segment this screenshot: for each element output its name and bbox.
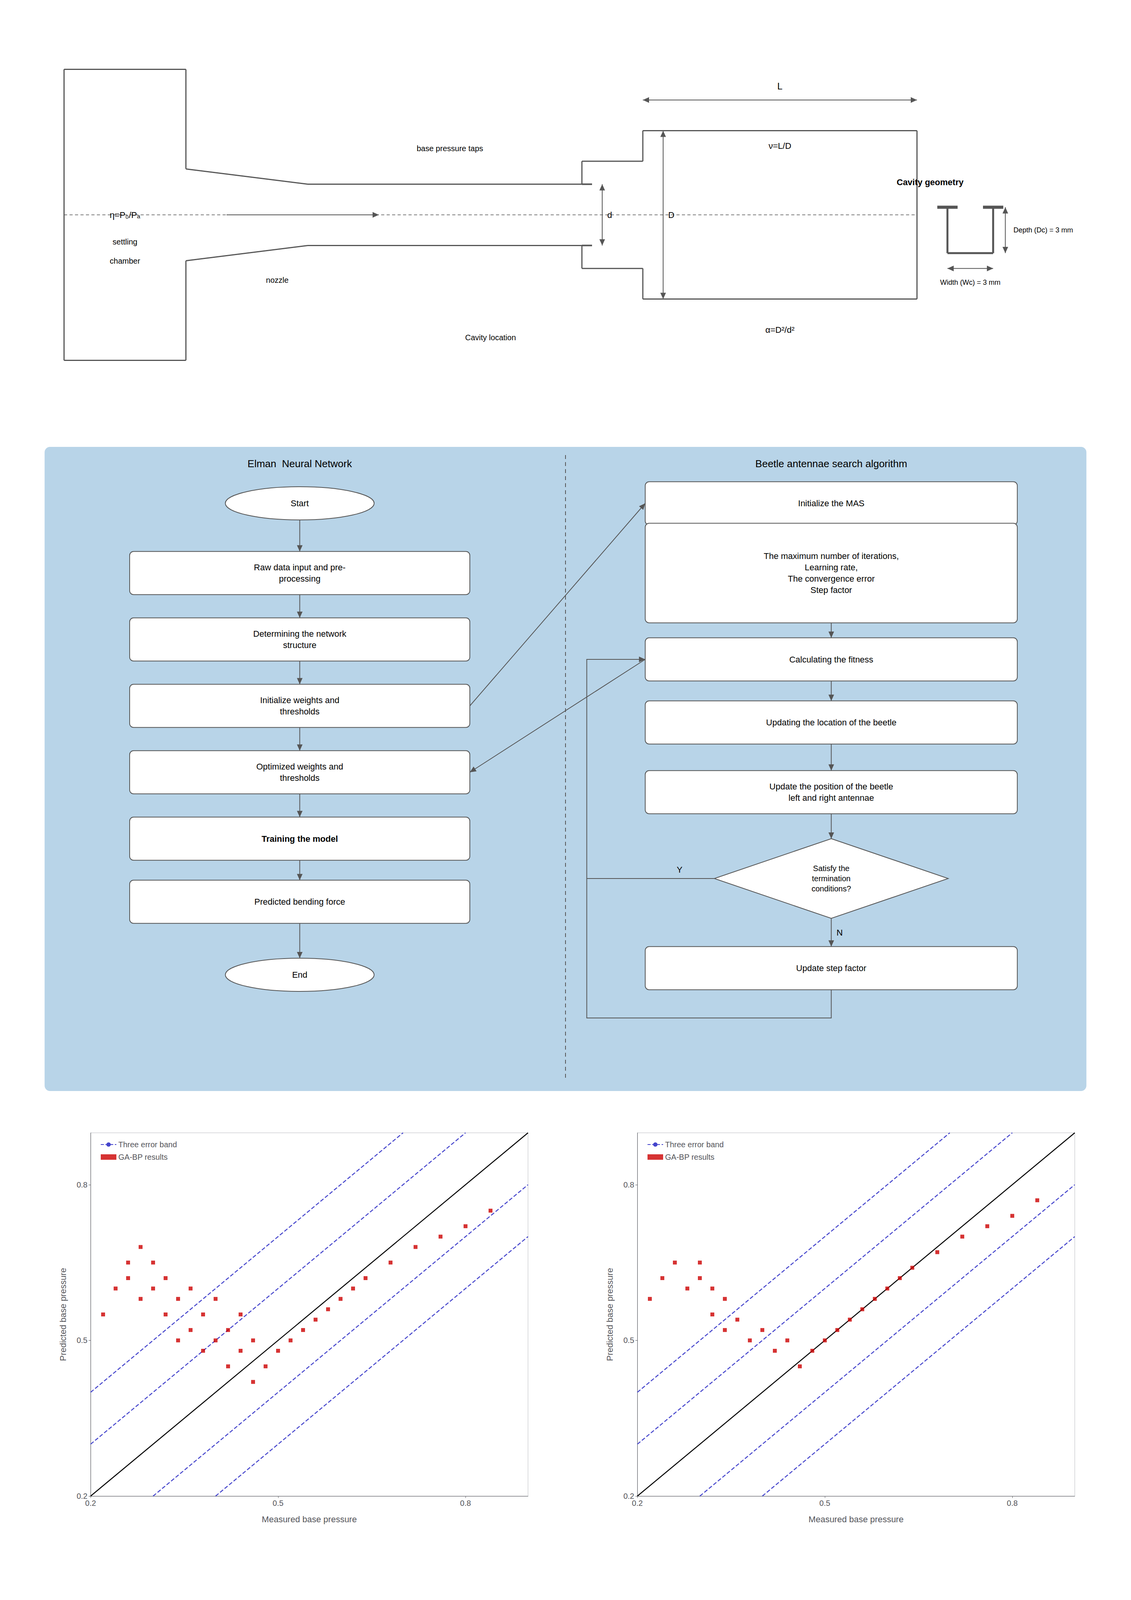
svg-text:Initialize weights and: Initialize weights and (260, 695, 340, 705)
svg-text:Update step factor: Update step factor (796, 963, 867, 973)
svg-text:Cavity geometry: Cavity geometry (896, 177, 964, 188)
svg-text:base pressure taps: base pressure taps (416, 144, 484, 153)
svg-text:Depth (Dᴄ) = 3 mm: Depth (Dᴄ) = 3 mm (1013, 226, 1074, 234)
svg-text:GA-BP results: GA-BP results (118, 1152, 168, 1162)
svg-text:The convergence error: The convergence error (787, 573, 875, 584)
svg-text:η=P₀/Pₐ: η=P₀/Pₐ (109, 210, 141, 220)
svg-text:Training the model: Training the model (261, 833, 339, 844)
svg-text:Calculating the fitness: Calculating the fitness (789, 654, 874, 665)
svg-text:0.2: 0.2 (85, 1498, 97, 1508)
svg-text:The maximum number of iteratio: The maximum number of iterations, (763, 551, 899, 561)
svg-text:0.2: 0.2 (623, 1491, 635, 1501)
svg-text:Step factor: Step factor (810, 585, 852, 595)
svg-text:d: d (607, 210, 612, 220)
svg-text:0.8: 0.8 (623, 1180, 635, 1189)
svg-text:Width (Wᴄ) = 3 mm: Width (Wᴄ) = 3 mm (940, 278, 1001, 287)
svg-text:0.2: 0.2 (76, 1491, 88, 1501)
svg-text:Predicted base pressure: Predicted base pressure (58, 1267, 68, 1361)
svg-text:Learning rate,: Learning rate, (804, 562, 859, 573)
svg-text:Elman Neural Network: Elman Neural Network (247, 457, 353, 470)
svg-text:nozzle: nozzle (265, 275, 289, 285)
svg-text:0.8: 0.8 (460, 1498, 471, 1508)
svg-text:N: N (836, 927, 843, 938)
svg-text:Satisfy the: Satisfy the (813, 863, 850, 873)
svg-text:Measured base pressure: Measured base pressure (261, 1514, 357, 1524)
svg-text:Raw data input and pre-: Raw data input and pre- (253, 562, 346, 573)
svg-text:Beetle antennae search algorit: Beetle antennae search algorithm (755, 457, 908, 470)
svg-text:0.5: 0.5 (76, 1335, 88, 1345)
svg-text:0.5: 0.5 (623, 1335, 635, 1345)
svg-text:Determining the network: Determining the network (253, 628, 347, 639)
svg-text:GA-BP results: GA-BP results (665, 1152, 715, 1162)
svg-text:Updating the location of the b: Updating the location of the beetle (766, 717, 897, 728)
svg-text:termination: termination (811, 874, 851, 883)
svg-text:settling: settling (112, 237, 138, 247)
svg-text:structure: structure (283, 640, 317, 650)
svg-text:conditions?: conditions? (811, 884, 851, 893)
svg-text:Y: Y (676, 864, 683, 875)
svg-text:Three error band: Three error band (665, 1139, 724, 1149)
svg-text:0.5: 0.5 (819, 1498, 831, 1508)
svg-text:Predicted bending force: Predicted bending force (254, 896, 345, 907)
svg-text:D: D (668, 210, 675, 220)
svg-text:Optimized weights and: Optimized weights and (256, 761, 344, 772)
svg-text:thresholds: thresholds (280, 706, 320, 717)
svg-text:Update the position of the bee: Update the position of the beetle (769, 781, 894, 792)
svg-text:0.8: 0.8 (1006, 1498, 1018, 1508)
svg-text:L: L (777, 80, 783, 92)
svg-text:processing: processing (278, 573, 321, 584)
svg-text:Cavity location: Cavity location (465, 333, 516, 342)
svg-text:thresholds: thresholds (280, 772, 320, 783)
svg-text:α=D²/d²: α=D²/d² (765, 324, 795, 335)
svg-text:Predicted base pressure: Predicted base pressure (604, 1267, 615, 1361)
svg-text:ν=L/D: ν=L/D (768, 140, 792, 151)
svg-text:left and right antennae: left and right antennae (788, 792, 875, 803)
svg-text:0.5: 0.5 (272, 1498, 284, 1508)
svg-text:0.8: 0.8 (76, 1180, 88, 1189)
svg-text:Measured base pressure: Measured base pressure (808, 1514, 904, 1524)
svg-text:chamber: chamber (109, 256, 141, 266)
svg-text:Initialize the MAS: Initialize the MAS (798, 498, 865, 509)
svg-text:End: End (292, 969, 308, 980)
svg-text:Three error band: Three error band (118, 1139, 177, 1149)
svg-text:Start: Start (290, 498, 309, 509)
svg-text:0.2: 0.2 (631, 1498, 643, 1508)
